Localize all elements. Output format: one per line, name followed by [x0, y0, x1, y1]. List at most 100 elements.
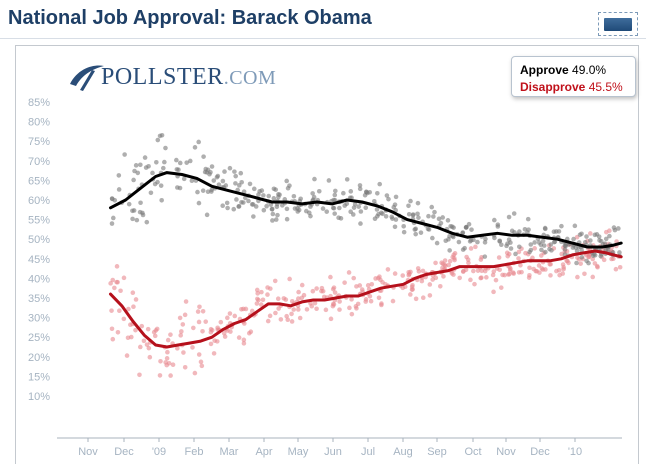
poll-point	[525, 230, 530, 235]
poll-point	[349, 297, 354, 302]
poll-point	[133, 163, 139, 168]
poll-point	[324, 209, 330, 214]
poll-point	[328, 274, 333, 280]
poll-point	[222, 169, 227, 174]
poll-point	[126, 201, 132, 207]
poll-point	[510, 270, 516, 275]
poll-point	[312, 300, 318, 306]
poll-point	[158, 183, 164, 188]
poll-point	[197, 304, 202, 310]
poll-point	[430, 235, 435, 241]
poll-point	[597, 238, 602, 243]
poll-point	[328, 316, 334, 322]
poll-point	[420, 295, 426, 301]
poll-point	[295, 209, 301, 214]
poll-point	[527, 265, 532, 271]
poll-point	[473, 244, 478, 250]
poll-point	[130, 290, 136, 296]
poll-point	[358, 221, 363, 226]
poll-point	[365, 190, 370, 196]
poll-point	[445, 218, 451, 223]
poll-point	[141, 338, 147, 344]
poll-point	[475, 239, 480, 245]
poll-point	[337, 299, 342, 304]
poll-point	[159, 132, 165, 138]
y-tick-label: 25%	[28, 332, 50, 344]
poll-point	[138, 162, 143, 168]
poll-point	[236, 335, 242, 340]
poll-point	[463, 267, 469, 273]
poll-point	[284, 206, 290, 212]
poll-point	[548, 242, 554, 247]
poll-point	[426, 213, 431, 219]
poll-point	[498, 285, 504, 290]
poll-point	[616, 226, 621, 231]
poll-point	[157, 373, 163, 378]
poll-point	[258, 302, 264, 307]
poll-point	[441, 274, 446, 279]
poll-point	[170, 362, 176, 368]
poll-point	[368, 298, 374, 304]
poll-point	[164, 356, 170, 361]
expand-window-icon[interactable]	[598, 12, 638, 36]
poll-point	[309, 303, 315, 309]
poll-point	[214, 339, 220, 344]
poll-point	[603, 229, 609, 235]
poll-point	[590, 274, 596, 280]
poll-point	[490, 272, 496, 278]
poll-point	[482, 254, 488, 259]
poll-point	[192, 370, 198, 376]
poll-point	[271, 186, 277, 192]
legend-disapprove[interactable]: Disapprove 45.5%	[520, 79, 635, 96]
poll-point	[116, 173, 122, 178]
poll-point	[268, 202, 274, 207]
poll-point	[348, 189, 354, 194]
poll-point	[551, 229, 557, 235]
poll-point	[527, 272, 532, 278]
poll-point	[168, 332, 173, 337]
poll-point	[607, 233, 612, 239]
poll-point	[539, 247, 544, 253]
poll-point	[238, 170, 244, 176]
y-tick-label: 60%	[28, 195, 50, 207]
poll-point	[183, 299, 189, 304]
poll-point	[341, 190, 346, 196]
poll-point	[297, 315, 303, 321]
poll-point	[479, 268, 485, 274]
chart-legend: Approve 49.0% Disapprove 45.5%	[511, 56, 636, 97]
poll-point	[551, 239, 557, 245]
poll-point	[354, 284, 359, 289]
poll-point	[108, 281, 113, 286]
poll-point	[363, 205, 369, 210]
poll-point	[344, 201, 350, 207]
poll-point	[412, 227, 418, 232]
poll-point	[285, 317, 291, 323]
poll-point	[409, 287, 415, 292]
poll-point	[254, 301, 260, 306]
poll-point	[137, 344, 143, 350]
poll-point	[155, 179, 160, 185]
poll-point	[433, 275, 439, 281]
poll-point	[547, 246, 552, 252]
poll-point	[192, 145, 198, 150]
poll-point	[519, 269, 524, 275]
poll-point	[299, 295, 305, 301]
poll-point	[236, 204, 242, 209]
poll-point	[200, 308, 206, 314]
poll-point	[177, 315, 183, 321]
poll-point	[449, 271, 455, 276]
poll-point	[416, 215, 421, 220]
poll-point	[284, 178, 289, 184]
poll-point	[570, 245, 576, 250]
legend-approve[interactable]: Approve 49.0%	[520, 62, 635, 79]
poll-point	[433, 260, 438, 266]
poll-point	[137, 372, 142, 378]
poll-point	[377, 181, 383, 187]
poll-point	[357, 186, 363, 192]
y-tick-label: 50%	[28, 234, 50, 246]
poll-point	[472, 281, 477, 287]
poll-point	[338, 216, 344, 221]
poll-point	[525, 216, 531, 222]
poll-point	[410, 282, 415, 288]
poll-point	[215, 325, 220, 331]
